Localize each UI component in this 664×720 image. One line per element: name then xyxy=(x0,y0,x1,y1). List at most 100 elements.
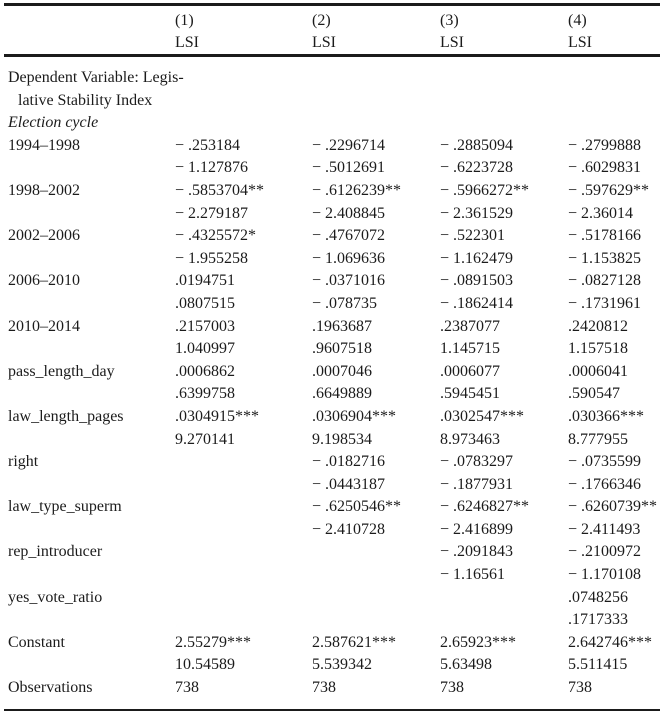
results-table-header: (1) (2) (3) (4) LSI LSI LSI LSI xyxy=(4,10,660,54)
table-line: 2010–2014 .2157003 .1963687 .2387077 .242081… xyxy=(4,316,660,339)
model-number-row: (1) (2) (3) (4) xyxy=(4,10,660,32)
value-cell: − .2091843 xyxy=(440,543,514,561)
value-cell: .1717333 xyxy=(568,611,628,629)
table-line: yes_vote_ratio .0748256 xyxy=(4,587,660,610)
table-line: − 1.955258 − 1.069636 − 1.162479 − 1.153825 xyxy=(4,248,660,271)
table-line: 1994–1998 − .253184 − .2296714 − .2885094 − … xyxy=(4,135,660,158)
table-line: lative Stability Index xyxy=(4,90,660,113)
value-cell xyxy=(171,609,308,632)
value-cell xyxy=(308,67,436,90)
value-cell xyxy=(564,67,660,90)
value-cell: − 1.162479 xyxy=(440,249,514,267)
table-line: right − .0182716 − .0783297 − .0735599 xyxy=(4,451,660,474)
value-cell: − 2.279187 xyxy=(175,204,249,222)
row-label: Constant xyxy=(8,633,65,651)
value-cell: .0807515 xyxy=(175,294,235,312)
dep-var-abbrev: LSI xyxy=(568,34,592,51)
row-label: law_length_pages xyxy=(8,407,124,425)
value-cell: − .5012691 xyxy=(312,159,386,177)
value-cell: − 1.16561 xyxy=(440,566,506,584)
value-cell: − 2.410728 xyxy=(312,520,386,538)
table-line: 2002–2006 − .4325572* − .4767072 − .522301 −… xyxy=(4,225,660,248)
model-number: (2) xyxy=(312,12,331,29)
value-cell: 5.63498 xyxy=(440,656,492,674)
value-cell: − .6250546** xyxy=(312,498,402,516)
model-number: (1) xyxy=(175,12,194,29)
table-line: 2006–2010 .0194751 − .0371016 − .0891503 − .… xyxy=(4,270,660,293)
value-cell xyxy=(171,67,308,90)
value-cell: .5945451 xyxy=(440,385,500,403)
row-label xyxy=(4,248,171,271)
value-cell: − .6223728 xyxy=(440,159,514,177)
value-cell xyxy=(564,90,660,113)
value-cell xyxy=(308,587,436,610)
value-cell xyxy=(308,609,436,632)
value-cell xyxy=(564,112,660,135)
value-cell: − .2100972 xyxy=(568,543,642,561)
value-cell: − .2799888 xyxy=(568,136,642,154)
row-label xyxy=(4,519,171,542)
value-cell: − .0783297 xyxy=(440,453,514,471)
value-cell: − .4767072 xyxy=(312,227,386,245)
value-cell xyxy=(308,564,436,587)
value-cell: − .0182716 xyxy=(312,453,386,471)
value-cell: − .2885094 xyxy=(440,136,514,154)
value-cell: − 1.170108 xyxy=(568,566,642,584)
value-cell: − .0735599 xyxy=(568,453,642,471)
value-cell: − 1.127876 xyxy=(175,159,249,177)
table-line: .6399758 .6649889 .5945451 .590547 xyxy=(4,383,660,406)
value-cell xyxy=(171,541,308,564)
value-cell xyxy=(436,90,564,113)
value-cell: − .522301 xyxy=(440,227,506,245)
value-cell: .030366*** xyxy=(568,407,644,425)
value-cell: .0006077 xyxy=(440,362,500,380)
value-cell: .0194751 xyxy=(175,272,235,290)
table-line: − 1.127876 − .5012691 − .6223728 − .6029831 xyxy=(4,157,660,180)
row-label xyxy=(4,609,171,632)
value-cell xyxy=(436,112,564,135)
value-cell: 5.511415 xyxy=(568,656,628,674)
table-line: law_type_superm − .6250546** − .6246827** −… xyxy=(4,496,660,519)
value-cell: − .6246827** xyxy=(440,498,530,516)
row-label: law_type_superm xyxy=(8,498,122,516)
value-cell: 8.973463 xyxy=(440,430,500,448)
row-label: 1998–2002 xyxy=(8,181,80,199)
value-cell: 9.270141 xyxy=(175,430,235,448)
table-line: − 1.16561 − 1.170108 xyxy=(4,564,660,587)
value-cell: .0748256 xyxy=(568,588,628,606)
value-cell: .1963687 xyxy=(312,317,372,335)
dep-var-abbrev: LSI xyxy=(175,34,199,51)
table-line: Election cycle xyxy=(4,112,660,135)
value-cell: .0006862 xyxy=(175,362,235,380)
value-cell: − .078735 xyxy=(312,294,378,312)
table-line: .1717333 xyxy=(4,609,660,632)
row-label: rep_introducer xyxy=(8,543,103,561)
row-label xyxy=(4,338,171,361)
bottom-rule xyxy=(4,708,660,712)
value-cell: .2157003 xyxy=(175,317,235,335)
value-cell: − .0891503 xyxy=(440,272,514,290)
value-cell: − .6260739** xyxy=(568,498,658,516)
value-cell: 738 xyxy=(312,679,336,697)
value-cell: − 1.069636 xyxy=(312,249,386,267)
row-label xyxy=(4,157,171,180)
value-cell xyxy=(171,90,308,113)
value-cell: 738 xyxy=(568,679,592,697)
value-cell: − .1862414 xyxy=(440,294,514,312)
value-cell xyxy=(436,67,564,90)
row-label: 2010–2014 xyxy=(8,317,80,335)
value-cell: − .6126239** xyxy=(312,181,402,199)
value-cell: − .5853704** xyxy=(175,181,265,199)
value-cell: 10.54589 xyxy=(175,656,235,674)
table-line: law_length_pages .0304915*** .0306904*** .0… xyxy=(4,406,660,429)
row-label xyxy=(4,564,171,587)
value-cell: − .253184 xyxy=(175,136,241,154)
value-cell xyxy=(171,564,308,587)
value-cell xyxy=(171,496,308,519)
value-cell: − .1877931 xyxy=(440,475,514,493)
value-cell xyxy=(436,609,564,632)
value-cell: − .6029831 xyxy=(568,159,642,177)
row-label: Observations xyxy=(8,679,93,697)
value-cell: − 2.411493 xyxy=(568,520,641,538)
